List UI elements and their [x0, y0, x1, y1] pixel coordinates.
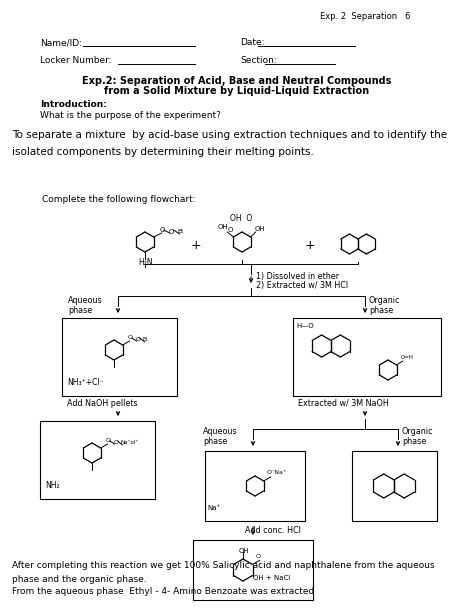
- Text: O: O: [114, 440, 118, 445]
- Text: O: O: [128, 335, 133, 340]
- Text: Add conc. HCl: Add conc. HCl: [245, 526, 301, 535]
- Text: from a Solid Mixture by Liquid-Liquid Extraction: from a Solid Mixture by Liquid-Liquid Ex…: [104, 86, 370, 96]
- Text: isolated components by determining their melting points.: isolated components by determining their…: [12, 147, 314, 157]
- Text: Exp.2: Separation of Acid, Base and Neutral Compounds: Exp.2: Separation of Acid, Base and Neut…: [82, 76, 392, 86]
- Text: OH: OH: [239, 548, 250, 554]
- Text: Aqueous
phase: Aqueous phase: [203, 427, 237, 446]
- Text: Et: Et: [143, 337, 148, 342]
- Bar: [193, 540, 313, 600]
- Text: O: O: [160, 227, 165, 233]
- Text: O: O: [228, 227, 233, 233]
- Text: 2) Extracted w/ 3M HCl: 2) Extracted w/ 3M HCl: [256, 281, 348, 290]
- Text: +: +: [305, 239, 315, 252]
- Bar: [62, 318, 177, 396]
- Text: After completing this reaction we get 100% Salicylic acid and naphthalene from t: After completing this reaction we get 10…: [12, 561, 435, 570]
- Text: Section:: Section:: [240, 56, 277, 65]
- Text: What is the purpose of the experiment?: What is the purpose of the experiment?: [40, 111, 221, 120]
- Text: Date:: Date:: [240, 38, 264, 47]
- Text: Organic
phase: Organic phase: [402, 427, 434, 446]
- Text: phase and the organic phase.: phase and the organic phase.: [12, 575, 146, 584]
- Text: O⁻Na⁺: O⁻Na⁺: [267, 470, 287, 475]
- Text: Complete the following flowchart:: Complete the following flowchart:: [42, 195, 196, 204]
- Text: OH: OH: [255, 226, 265, 232]
- Text: Introduction:: Introduction:: [40, 100, 107, 109]
- Text: Organic
phase: Organic phase: [369, 296, 401, 316]
- Text: OH + NaCl: OH + NaCl: [253, 575, 290, 581]
- Text: Na⁺ol⁺: Na⁺ol⁺: [121, 440, 139, 445]
- Text: Et: Et: [178, 229, 184, 234]
- Text: O: O: [255, 554, 261, 558]
- Text: O: O: [106, 438, 110, 443]
- Text: Locker Number:: Locker Number:: [40, 56, 111, 65]
- Text: Aqueous
phase: Aqueous phase: [68, 296, 103, 316]
- Text: O=H: O=H: [401, 355, 414, 360]
- Text: 1) Dissolved in ether: 1) Dissolved in ether: [256, 272, 339, 281]
- Text: To separate a mixture  by acid-base using extraction techniques and to identify : To separate a mixture by acid-base using…: [12, 130, 447, 140]
- Bar: [40, 421, 155, 499]
- Text: H₂N: H₂N: [138, 258, 153, 267]
- Text: Name/ID:: Name/ID:: [40, 38, 82, 47]
- Text: H—O: H—O: [296, 323, 314, 329]
- Text: +: +: [191, 239, 201, 252]
- Text: OH: OH: [218, 224, 228, 230]
- Text: NH₃⁺+Cl⁻: NH₃⁺+Cl⁻: [67, 378, 104, 387]
- Text: O: O: [136, 337, 141, 342]
- Bar: [205, 451, 305, 521]
- Text: Na⁺: Na⁺: [207, 505, 220, 511]
- Text: From the aqueous phase  Ethyl - 4- Amino Benzoate was extracted: From the aqueous phase Ethyl - 4- Amino …: [12, 587, 314, 596]
- Text: Add NaOH pellets: Add NaOH pellets: [67, 399, 137, 408]
- Bar: [352, 451, 437, 521]
- Text: O: O: [169, 229, 174, 235]
- Text: Extracted w/ 3M NaOH: Extracted w/ 3M NaOH: [298, 399, 389, 408]
- Text: Exp. 2  Separation   6: Exp. 2 Separation 6: [320, 12, 410, 21]
- Text: NH₂: NH₂: [45, 481, 60, 490]
- Bar: [293, 318, 441, 396]
- Text: OH  O: OH O: [230, 214, 252, 223]
